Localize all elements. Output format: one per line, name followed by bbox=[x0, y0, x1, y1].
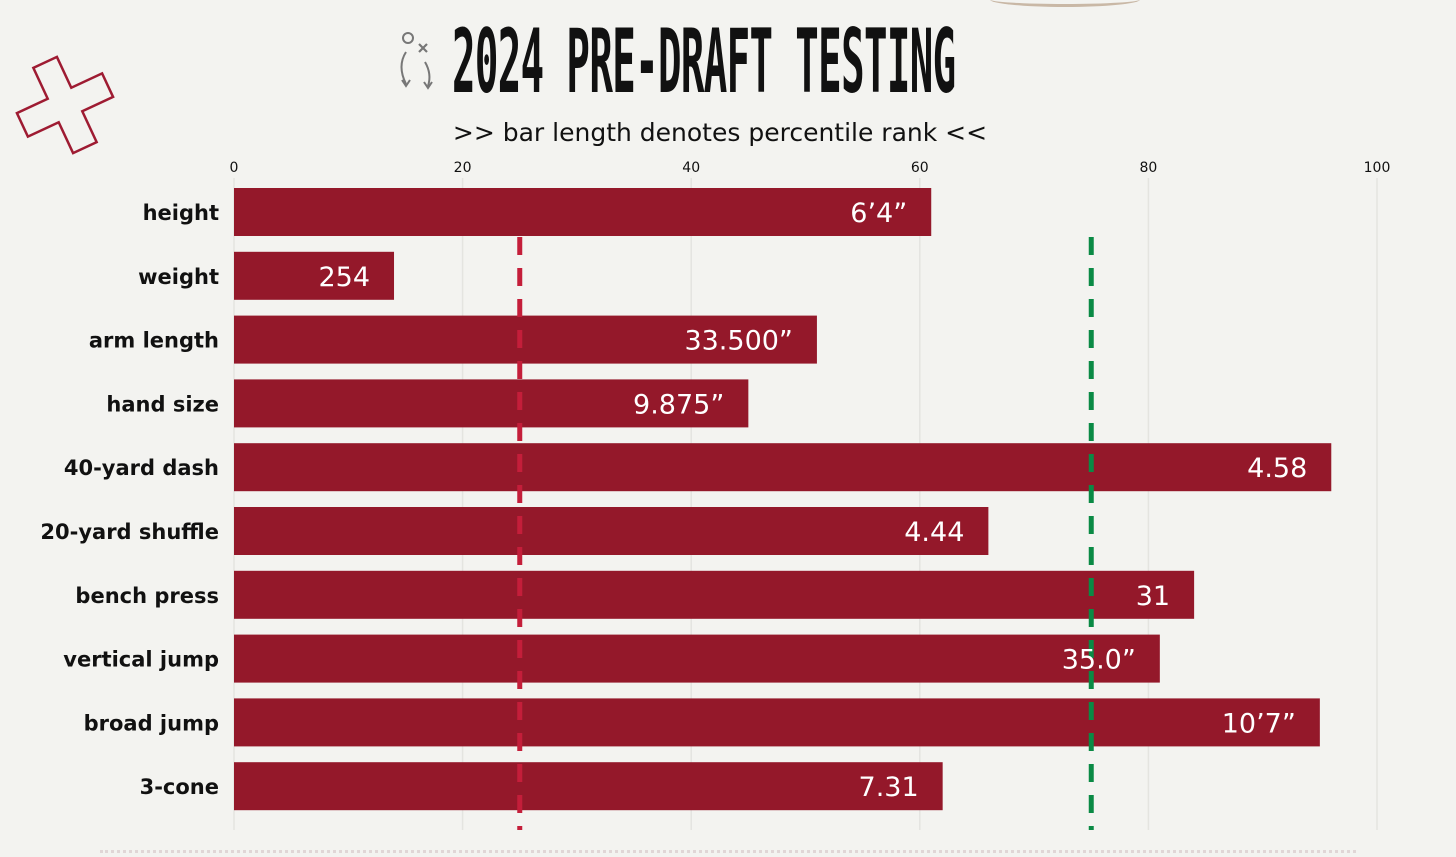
bar-labels: height 6’4” weight 254 arm length 33.500” hand… bbox=[40, 198, 1307, 803]
bar-value-label: 254 bbox=[318, 262, 370, 293]
bar bbox=[234, 443, 1332, 492]
category-label: hand size bbox=[106, 392, 219, 416]
chart-title: 2024 PRE-DRAFT TESTING bbox=[452, 9, 956, 114]
bar-value-label: 31 bbox=[1136, 581, 1170, 612]
category-label: broad jump bbox=[84, 711, 219, 735]
chart-subtitle: >> bar length denotes percentile rank << bbox=[452, 118, 988, 147]
category-label: 40-yard dash bbox=[64, 456, 219, 480]
bar bbox=[234, 315, 817, 364]
x-tick-label: 40 bbox=[682, 160, 700, 176]
category-label: bench press bbox=[75, 584, 219, 608]
bar bbox=[234, 698, 1320, 747]
bar-value-label: 33.500” bbox=[684, 326, 792, 357]
x-tick-label: 20 bbox=[454, 160, 472, 176]
x-axis-ticks: 0 20 40 60 80 100 bbox=[230, 160, 1391, 176]
category-label: arm length bbox=[89, 329, 219, 353]
category-label: 20-yard shuffle bbox=[40, 520, 219, 544]
decorative-arc bbox=[990, 0, 1140, 7]
bar bbox=[234, 507, 989, 555]
bar bbox=[234, 251, 395, 300]
bar bbox=[234, 762, 943, 811]
bar-value-label: 35.0” bbox=[1062, 645, 1136, 676]
category-label: weight bbox=[138, 265, 219, 289]
bottom-divider bbox=[100, 850, 1356, 853]
bars bbox=[234, 188, 1332, 811]
bar-value-label: 6’4” bbox=[850, 198, 907, 229]
reference-lines bbox=[517, 237, 1094, 830]
bar-value-label: 4.58 bbox=[1247, 453, 1307, 484]
bar-value-label: 9.875” bbox=[633, 389, 724, 420]
category-label: height bbox=[143, 201, 219, 225]
bar bbox=[234, 379, 749, 428]
play-diagram-icon bbox=[400, 32, 433, 90]
bar bbox=[234, 570, 1195, 619]
x-tick-label: 100 bbox=[1364, 160, 1391, 176]
bar-value-label: 10’7” bbox=[1222, 708, 1296, 739]
medical-cross-icon bbox=[15, 55, 115, 155]
bar bbox=[234, 634, 1160, 683]
bar-value-label: 4.44 bbox=[904, 517, 964, 548]
x-tick-label: 60 bbox=[911, 160, 929, 176]
x-tick-label: 80 bbox=[1139, 160, 1157, 176]
bar-value-label: 7.31 bbox=[859, 772, 919, 803]
category-label: vertical jump bbox=[63, 648, 219, 672]
category-label: 3-cone bbox=[140, 775, 219, 799]
bar bbox=[234, 188, 932, 236]
x-tick-label: 0 bbox=[230, 160, 239, 176]
